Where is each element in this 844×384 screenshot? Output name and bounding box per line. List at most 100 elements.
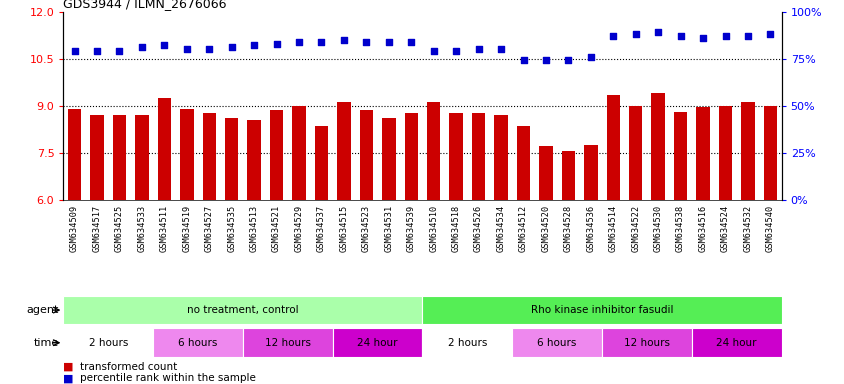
Point <box>269 40 283 46</box>
Point <box>135 44 149 50</box>
Bar <box>449 113 463 200</box>
Point <box>90 48 104 54</box>
Text: GSM634536: GSM634536 <box>586 204 595 252</box>
Text: GSM634525: GSM634525 <box>115 204 124 252</box>
Point <box>718 33 732 39</box>
Bar <box>158 98 170 200</box>
Text: 12 hours: 12 hours <box>623 338 669 348</box>
Bar <box>63 328 153 357</box>
Bar <box>314 126 327 200</box>
Text: GSM634513: GSM634513 <box>249 204 258 252</box>
Bar <box>153 328 243 357</box>
Text: GSM634539: GSM634539 <box>406 204 415 252</box>
Text: GSM634528: GSM634528 <box>563 204 572 252</box>
Text: GSM634538: GSM634538 <box>675 204 684 252</box>
Point <box>225 44 238 50</box>
Text: Rho kinase inhibitor fasudil: Rho kinase inhibitor fasudil <box>530 305 673 315</box>
Point <box>673 33 686 39</box>
Point <box>68 48 81 54</box>
Point <box>158 42 171 48</box>
Text: GSM634527: GSM634527 <box>204 204 214 252</box>
Point <box>628 31 641 37</box>
Bar <box>225 118 238 200</box>
Bar <box>583 145 597 200</box>
Point <box>381 38 395 45</box>
Bar <box>511 328 601 357</box>
Text: ■: ■ <box>63 362 73 372</box>
Text: 24 hour: 24 hour <box>716 338 756 348</box>
Bar <box>601 328 691 357</box>
Text: GSM634509: GSM634509 <box>70 204 79 252</box>
Text: 12 hours: 12 hours <box>264 338 311 348</box>
Text: GSM634529: GSM634529 <box>295 204 303 252</box>
Point <box>247 42 261 48</box>
Bar <box>426 103 440 200</box>
Text: GDS3944 / ILMN_2676066: GDS3944 / ILMN_2676066 <box>63 0 226 10</box>
Point <box>112 48 126 54</box>
Point <box>404 38 418 45</box>
Bar <box>112 115 126 200</box>
Bar <box>180 109 193 200</box>
Text: GSM634518: GSM634518 <box>452 204 460 252</box>
Text: GSM634531: GSM634531 <box>384 204 392 252</box>
Text: GSM634526: GSM634526 <box>473 204 483 252</box>
Point <box>517 57 530 63</box>
Text: GSM634521: GSM634521 <box>272 204 281 252</box>
Point <box>449 48 463 54</box>
Bar <box>360 110 373 200</box>
Bar <box>628 106 641 200</box>
Bar <box>269 110 283 200</box>
Bar <box>381 118 395 200</box>
Bar <box>494 115 507 200</box>
Text: GSM634516: GSM634516 <box>698 204 706 252</box>
Bar <box>337 103 350 200</box>
Text: GSM634517: GSM634517 <box>93 204 101 252</box>
Text: GSM634532: GSM634532 <box>743 204 751 252</box>
Bar <box>695 107 709 200</box>
Text: GSM634510: GSM634510 <box>429 204 438 252</box>
Point <box>337 36 350 43</box>
Bar <box>517 126 530 200</box>
Point <box>583 54 597 60</box>
Bar <box>538 146 552 200</box>
Text: GSM634520: GSM634520 <box>541 204 549 252</box>
Point <box>651 29 664 35</box>
Bar <box>651 93 664 200</box>
Point <box>292 38 306 45</box>
Bar <box>471 113 484 200</box>
Point <box>763 31 776 37</box>
Bar <box>674 112 686 200</box>
Text: GSM634515: GSM634515 <box>339 204 348 252</box>
Text: GSM634519: GSM634519 <box>182 204 191 252</box>
Text: 24 hour: 24 hour <box>357 338 398 348</box>
Bar <box>203 113 216 200</box>
Text: ■: ■ <box>63 373 73 383</box>
Bar <box>63 296 422 324</box>
Bar <box>292 106 306 200</box>
Point <box>314 38 327 45</box>
Text: 6 hours: 6 hours <box>178 338 218 348</box>
Text: GSM634534: GSM634534 <box>496 204 505 252</box>
Text: GSM634530: GSM634530 <box>653 204 662 252</box>
Bar <box>90 115 104 200</box>
Text: GSM634512: GSM634512 <box>518 204 528 252</box>
Text: GSM634540: GSM634540 <box>765 204 774 252</box>
Bar <box>422 296 781 324</box>
Bar <box>333 328 422 357</box>
Bar <box>740 103 754 200</box>
Bar <box>606 94 619 200</box>
Text: percentile rank within the sample: percentile rank within the sample <box>80 373 256 383</box>
Text: 2 hours: 2 hours <box>447 338 486 348</box>
Point <box>203 46 216 52</box>
Text: GSM634533: GSM634533 <box>138 204 146 252</box>
Text: GSM634511: GSM634511 <box>160 204 169 252</box>
Point <box>360 38 373 45</box>
Text: agent: agent <box>27 305 59 315</box>
Text: GSM634524: GSM634524 <box>720 204 729 252</box>
Point <box>740 33 754 39</box>
Bar <box>247 120 261 200</box>
Bar <box>135 115 149 200</box>
Text: transformed count: transformed count <box>80 362 177 372</box>
Point <box>180 46 193 52</box>
Bar <box>68 109 81 200</box>
